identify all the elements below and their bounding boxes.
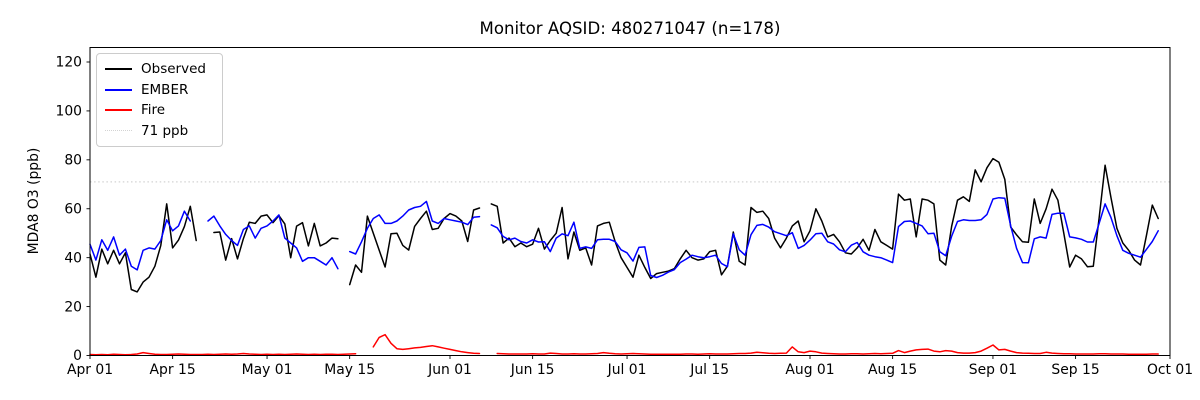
x-tick-label: May 15 <box>324 362 375 378</box>
ember-line-swatch <box>105 88 132 91</box>
legend-label: 71 ppb <box>141 122 189 139</box>
y-tick-label: 0 <box>73 348 82 364</box>
y-tick-label: 100 <box>55 104 82 120</box>
y-tick-label: 120 <box>55 55 82 71</box>
series-lines-group <box>89 157 1159 356</box>
y-tick-label: 80 <box>64 153 82 169</box>
legend-label: Observed <box>141 61 206 78</box>
y-tick-label: 20 <box>64 299 82 315</box>
x-tick-label: Sep 15 <box>1051 362 1099 378</box>
threshold-line-swatch <box>105 130 132 132</box>
x-tick-label: Sep 01 <box>969 362 1017 378</box>
observed-line-swatch <box>105 68 132 71</box>
x-tick-label: Jun 01 <box>427 362 472 378</box>
x-tick-label: May 01 <box>242 362 293 378</box>
fire-line-swatch <box>105 109 132 112</box>
x-tick-label: Apr 01 <box>67 362 113 378</box>
chart-title: Monitor AQSID: 480271047 (n=178) <box>480 19 781 38</box>
plot-area-border <box>89 47 1171 356</box>
y-tick-label: 60 <box>64 201 82 217</box>
legend-item-fire: Fire <box>105 100 214 121</box>
legend-item-observed: Observed <box>105 59 214 80</box>
y-tick-label: 40 <box>64 250 82 266</box>
legend-item-threshold: 71 ppb <box>105 121 214 142</box>
legend-label: Fire <box>141 102 166 119</box>
y-axis-label: MDA8 O3 (ppb) <box>26 148 42 255</box>
x-tick-label: Jul 01 <box>607 362 647 378</box>
x-tick-label: Oct 01 <box>1147 362 1193 378</box>
x-tick-label: Jun 15 <box>510 362 555 378</box>
ember-line <box>89 196 1159 279</box>
x-tick-label: Jul 15 <box>689 362 729 378</box>
x-tick-label: Aug 01 <box>785 362 834 378</box>
fire-line <box>89 333 1159 356</box>
legend-box: Observed EMBER Fire 71 ppb <box>96 53 223 147</box>
axis-ticks-group: Apr 01 Apr 15 May 01 May 15 Jun 01 Jun 15 Jul … <box>55 55 1193 378</box>
x-tick-label: Aug 15 <box>868 362 917 378</box>
legend-item-ember: EMBER <box>105 80 214 101</box>
legend-label: EMBER <box>141 81 189 98</box>
observed-line <box>89 157 1159 293</box>
x-tick-label: Apr 15 <box>150 362 196 378</box>
